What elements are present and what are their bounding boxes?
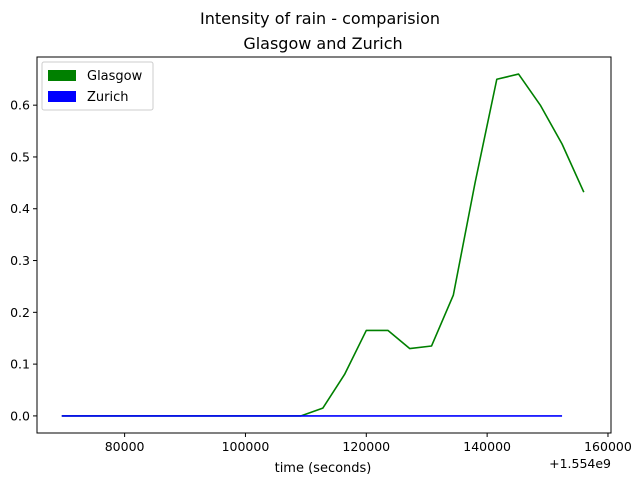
x-tick-label: 140000 [463, 439, 511, 454]
x-axis-ticks: 80000 100000 120000 140000 160000 [105, 433, 632, 454]
x-tick-label: 160000 [584, 439, 632, 454]
legend-swatch-glasgow [48, 70, 76, 81]
x-axis-offset-label: +1.554e9 [549, 456, 611, 471]
y-tick-label: 0.1 [10, 357, 30, 372]
legend-label-zurich: Zurich [87, 90, 129, 105]
series-line-glasgow [61, 73, 585, 417]
legend: Glasgow Zurich [41, 61, 154, 111]
y-axis-ticks: 0.0 0.1 0.2 0.3 0.4 0.5 0.6 [10, 98, 37, 423]
legend-label-glasgow: Glasgow [87, 69, 143, 84]
legend-swatch-zurich [48, 91, 76, 102]
plot-area-frame [36, 56, 612, 434]
y-tick-label: 0.0 [10, 408, 30, 423]
x-axis-label: time (seconds) [275, 461, 372, 476]
y-tick-label: 0.3 [10, 253, 30, 268]
chart-title: Intensity of rain - comparision [200, 9, 440, 28]
series-layer [61, 73, 585, 417]
y-tick-label: 0.6 [10, 98, 30, 113]
x-tick-label: 120000 [342, 439, 390, 454]
y-tick-label: 0.4 [10, 201, 30, 216]
x-tick-label: 100000 [222, 439, 270, 454]
chart-subtitle: Glasgow and Zurich [243, 34, 402, 53]
y-tick-label: 0.2 [10, 305, 30, 320]
y-tick-label: 0.5 [10, 149, 30, 164]
x-tick-label: 80000 [105, 439, 145, 454]
